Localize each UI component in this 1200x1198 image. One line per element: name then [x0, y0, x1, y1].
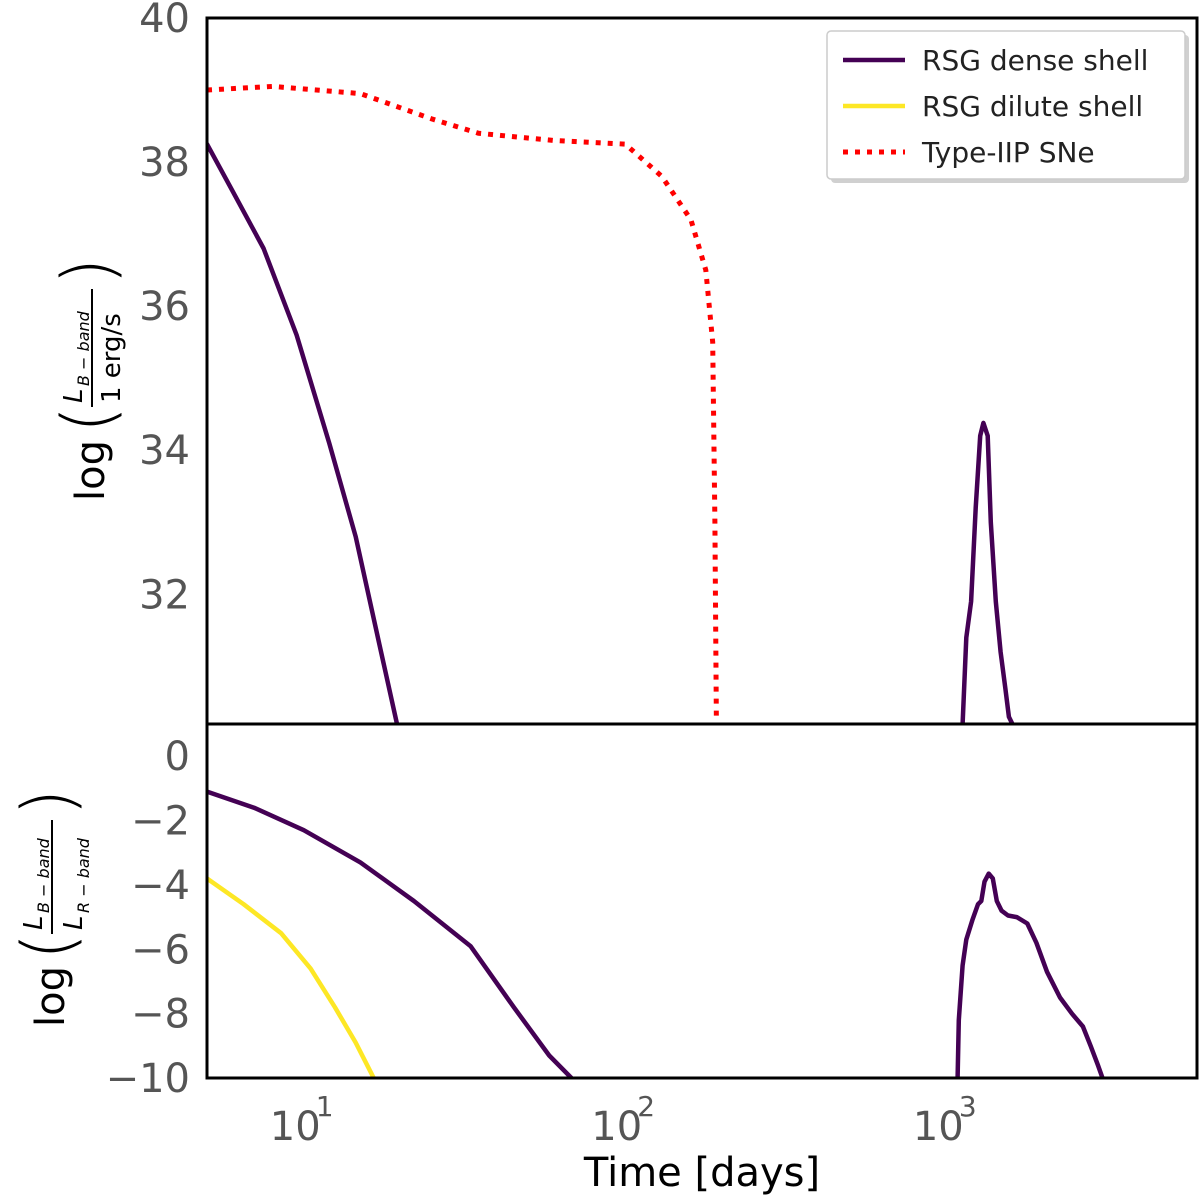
top-rsg-dense-shell-line-0 — [207, 141, 400, 724]
top-y-label-denominator: 1 erg/s — [97, 313, 127, 403]
bottom-y-tick-label: 0 — [165, 734, 190, 780]
bottom-y-label-numerator-sub: B − band — [34, 837, 53, 913]
top-y-tick-label: 32 — [139, 572, 190, 618]
bottom-y-label-close-paren: ) — [7, 789, 89, 816]
top-y-label-numerator: L — [59, 389, 89, 404]
bottom-x-tick-label: 10 — [591, 1104, 642, 1150]
bottom-y-tick-label: −10 — [106, 1056, 190, 1102]
top-y-tick-label: 34 — [139, 428, 190, 474]
top-type-iip-sne-line-0 — [207, 83, 719, 724]
legend-label-0: RSG dense shell — [922, 44, 1148, 77]
legend: RSG dense shell RSG dilute shell Type-IIP … — [826, 30, 1189, 183]
bottom-x-tick-exponent: 2 — [637, 1090, 655, 1123]
top-y-tick-label: 38 — [139, 140, 190, 186]
top-y-tick-label: 40 — [139, 0, 190, 42]
bottom-y-tick-label: −4 — [131, 863, 190, 909]
top-y-ticks: 32 34 36 38 40 — [139, 0, 190, 618]
bottom-y-tick-label: −8 — [131, 992, 190, 1038]
bottom-y-tick-label: −6 — [131, 927, 190, 973]
bottom-axes-frame — [205, 722, 1199, 1080]
bottom-x-tick-exponent: 3 — [959, 1090, 977, 1123]
top-rsg-dense-shell-line-1 — [960, 420, 1015, 724]
bottom-panel-series — [207, 789, 1105, 1078]
top-y-tick-label: 36 — [139, 284, 190, 330]
bottom-rsg-dense-shell-line-0 — [207, 789, 574, 1078]
bottom-x-ticks: 101 102 103 — [270, 1090, 977, 1150]
legend-label-2: Type-IIP SNe — [921, 136, 1095, 169]
top-y-label-numerator-sub: B − band — [74, 310, 93, 386]
bottom-y-tick-label: −2 — [131, 799, 190, 845]
bottom-y-axis-label: log ( L B − band L R − band ) — [7, 789, 93, 1027]
bottom-rsg-dilute-shell-line-0 — [207, 876, 376, 1078]
legend-label-1: RSG dilute shell — [922, 90, 1143, 123]
x-axis-label: Time [days] — [583, 1150, 820, 1196]
bottom-x-tick-label: 10 — [913, 1104, 964, 1150]
top-y-label-open-paren: ( — [47, 406, 129, 433]
bottom-x-tick-exponent: 1 — [316, 1090, 334, 1123]
top-y-label-close-paren: ) — [47, 258, 129, 285]
bottom-y-label-numerator: L — [19, 916, 49, 931]
bottom-y-label-denominator: L — [59, 916, 89, 931]
bottom-x-tick-label: 10 — [270, 1104, 321, 1150]
top-y-label-prefix: log — [68, 440, 114, 501]
top-y-axis-label: log ( L B − band 1 erg/s ) — [47, 258, 129, 501]
bottom-y-label-denominator-sub: R − band — [74, 837, 93, 913]
bottom-rsg-dense-shell-line-1 — [955, 871, 1105, 1078]
bottom-y-label-prefix: log — [28, 966, 74, 1027]
top-panel-series — [207, 83, 1015, 724]
legend-box — [826, 30, 1186, 180]
bottom-y-label-open-paren: ( — [7, 933, 89, 960]
bottom-y-ticks: 0 −2 −4 −6 −8 −10 — [106, 734, 190, 1102]
